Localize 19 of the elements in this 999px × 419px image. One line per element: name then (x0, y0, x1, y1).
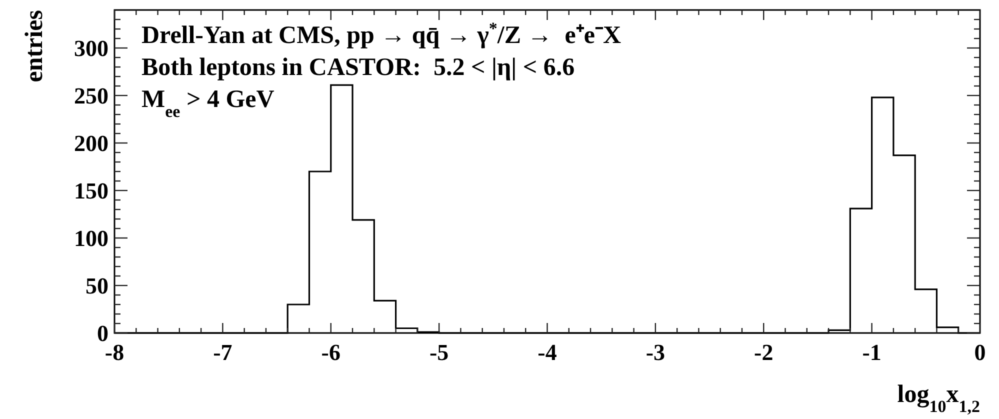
x-tick-label: -2 (754, 340, 774, 365)
y-tick-label: 100 (74, 226, 108, 252)
annotation: Both leptons in CASTOR: 5.2 < |η| < 6.6 (142, 54, 575, 81)
y-tick-label: 300 (74, 36, 108, 62)
x-tick-label: -6 (321, 340, 340, 365)
x-tick-label: -3 (646, 340, 666, 365)
x-tick-label: 0 (974, 340, 986, 365)
annotation: Drell-Yan at CMS, pp → qq̄ → γ$^{*}$/Z → e⁺e⁻X (142, 18, 622, 49)
y-axis-title: entries (21, 10, 48, 82)
x-tick-label: -4 (538, 340, 558, 365)
y-tick-label: 150 (74, 178, 108, 204)
x-tick-label: -1 (862, 340, 882, 365)
x-tick-label: -5 (429, 340, 449, 365)
y-tick-label: 200 (74, 131, 108, 156)
y-tick-label: 50 (86, 274, 108, 299)
x-tick-label: -7 (213, 340, 232, 365)
y-tick-label: 250 (74, 84, 108, 109)
x-axis-title: log$_{10}$x$_{1,2}$ (897, 381, 980, 416)
annotation: M$_{ee}$ > 4 GeV (142, 86, 274, 120)
